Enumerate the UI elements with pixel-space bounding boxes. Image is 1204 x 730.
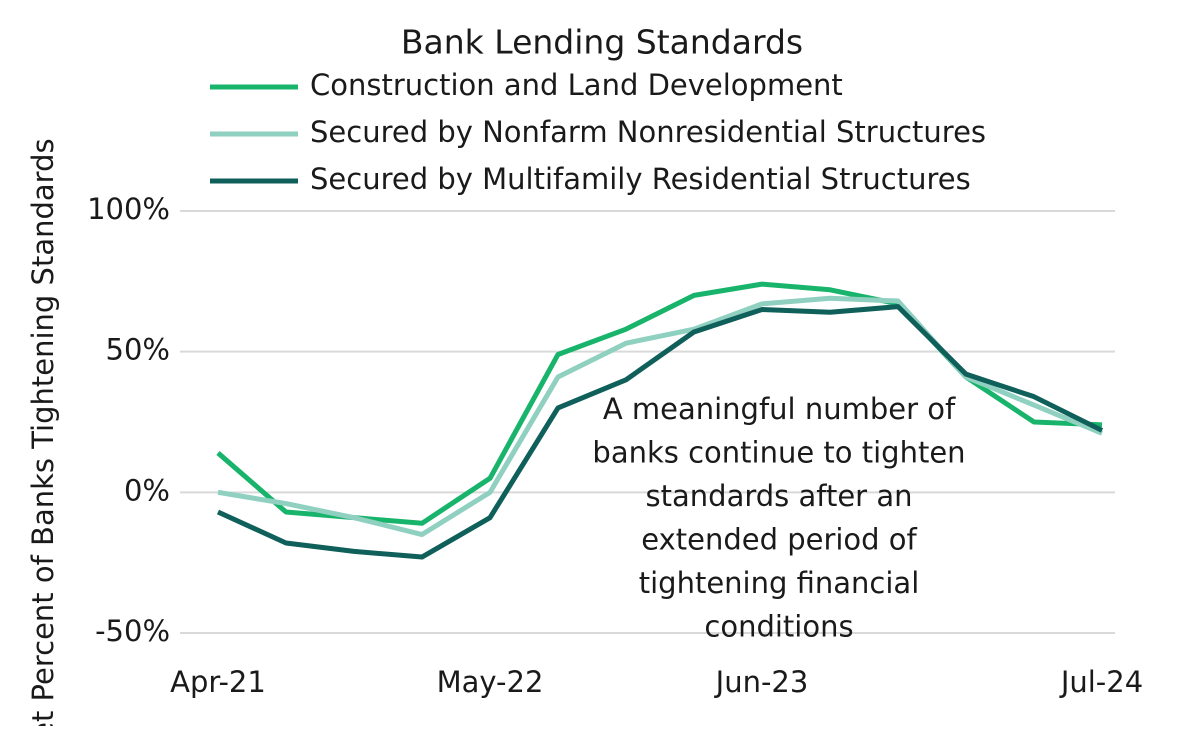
y-axis-label: Net Percent of Banks Tightening Standard… — [26, 138, 60, 726]
legend-label: Secured by Multifamily Residential Struc… — [310, 162, 971, 196]
y-tick-label: 0% — [124, 473, 170, 507]
annotation: conditions — [704, 610, 853, 644]
legend-label: Construction and Land Development — [310, 68, 843, 102]
series-line — [216, 304, 1104, 560]
y-tick-label: 100% — [87, 192, 170, 226]
x-tick-label: Jul-24 — [1059, 665, 1143, 699]
x-tick-label: May-22 — [437, 665, 544, 699]
annotation: A meaningful number of — [603, 392, 956, 426]
annotation: extended period of — [641, 523, 917, 557]
chart-title: Bank Lending Standards — [401, 23, 803, 62]
annotation: tightening financial — [639, 566, 920, 600]
y-tick-label: 50% — [106, 333, 170, 367]
x-tick-label: Apr-21 — [170, 665, 266, 699]
y-tick-label: -50% — [95, 614, 170, 648]
annotation: banks continue to tighten — [592, 436, 965, 470]
legend-label: Secured by Nonfarm Nonresidential Struct… — [310, 115, 986, 149]
x-tick-label: Jun-23 — [714, 665, 809, 699]
annotation: standards after an — [646, 479, 913, 513]
